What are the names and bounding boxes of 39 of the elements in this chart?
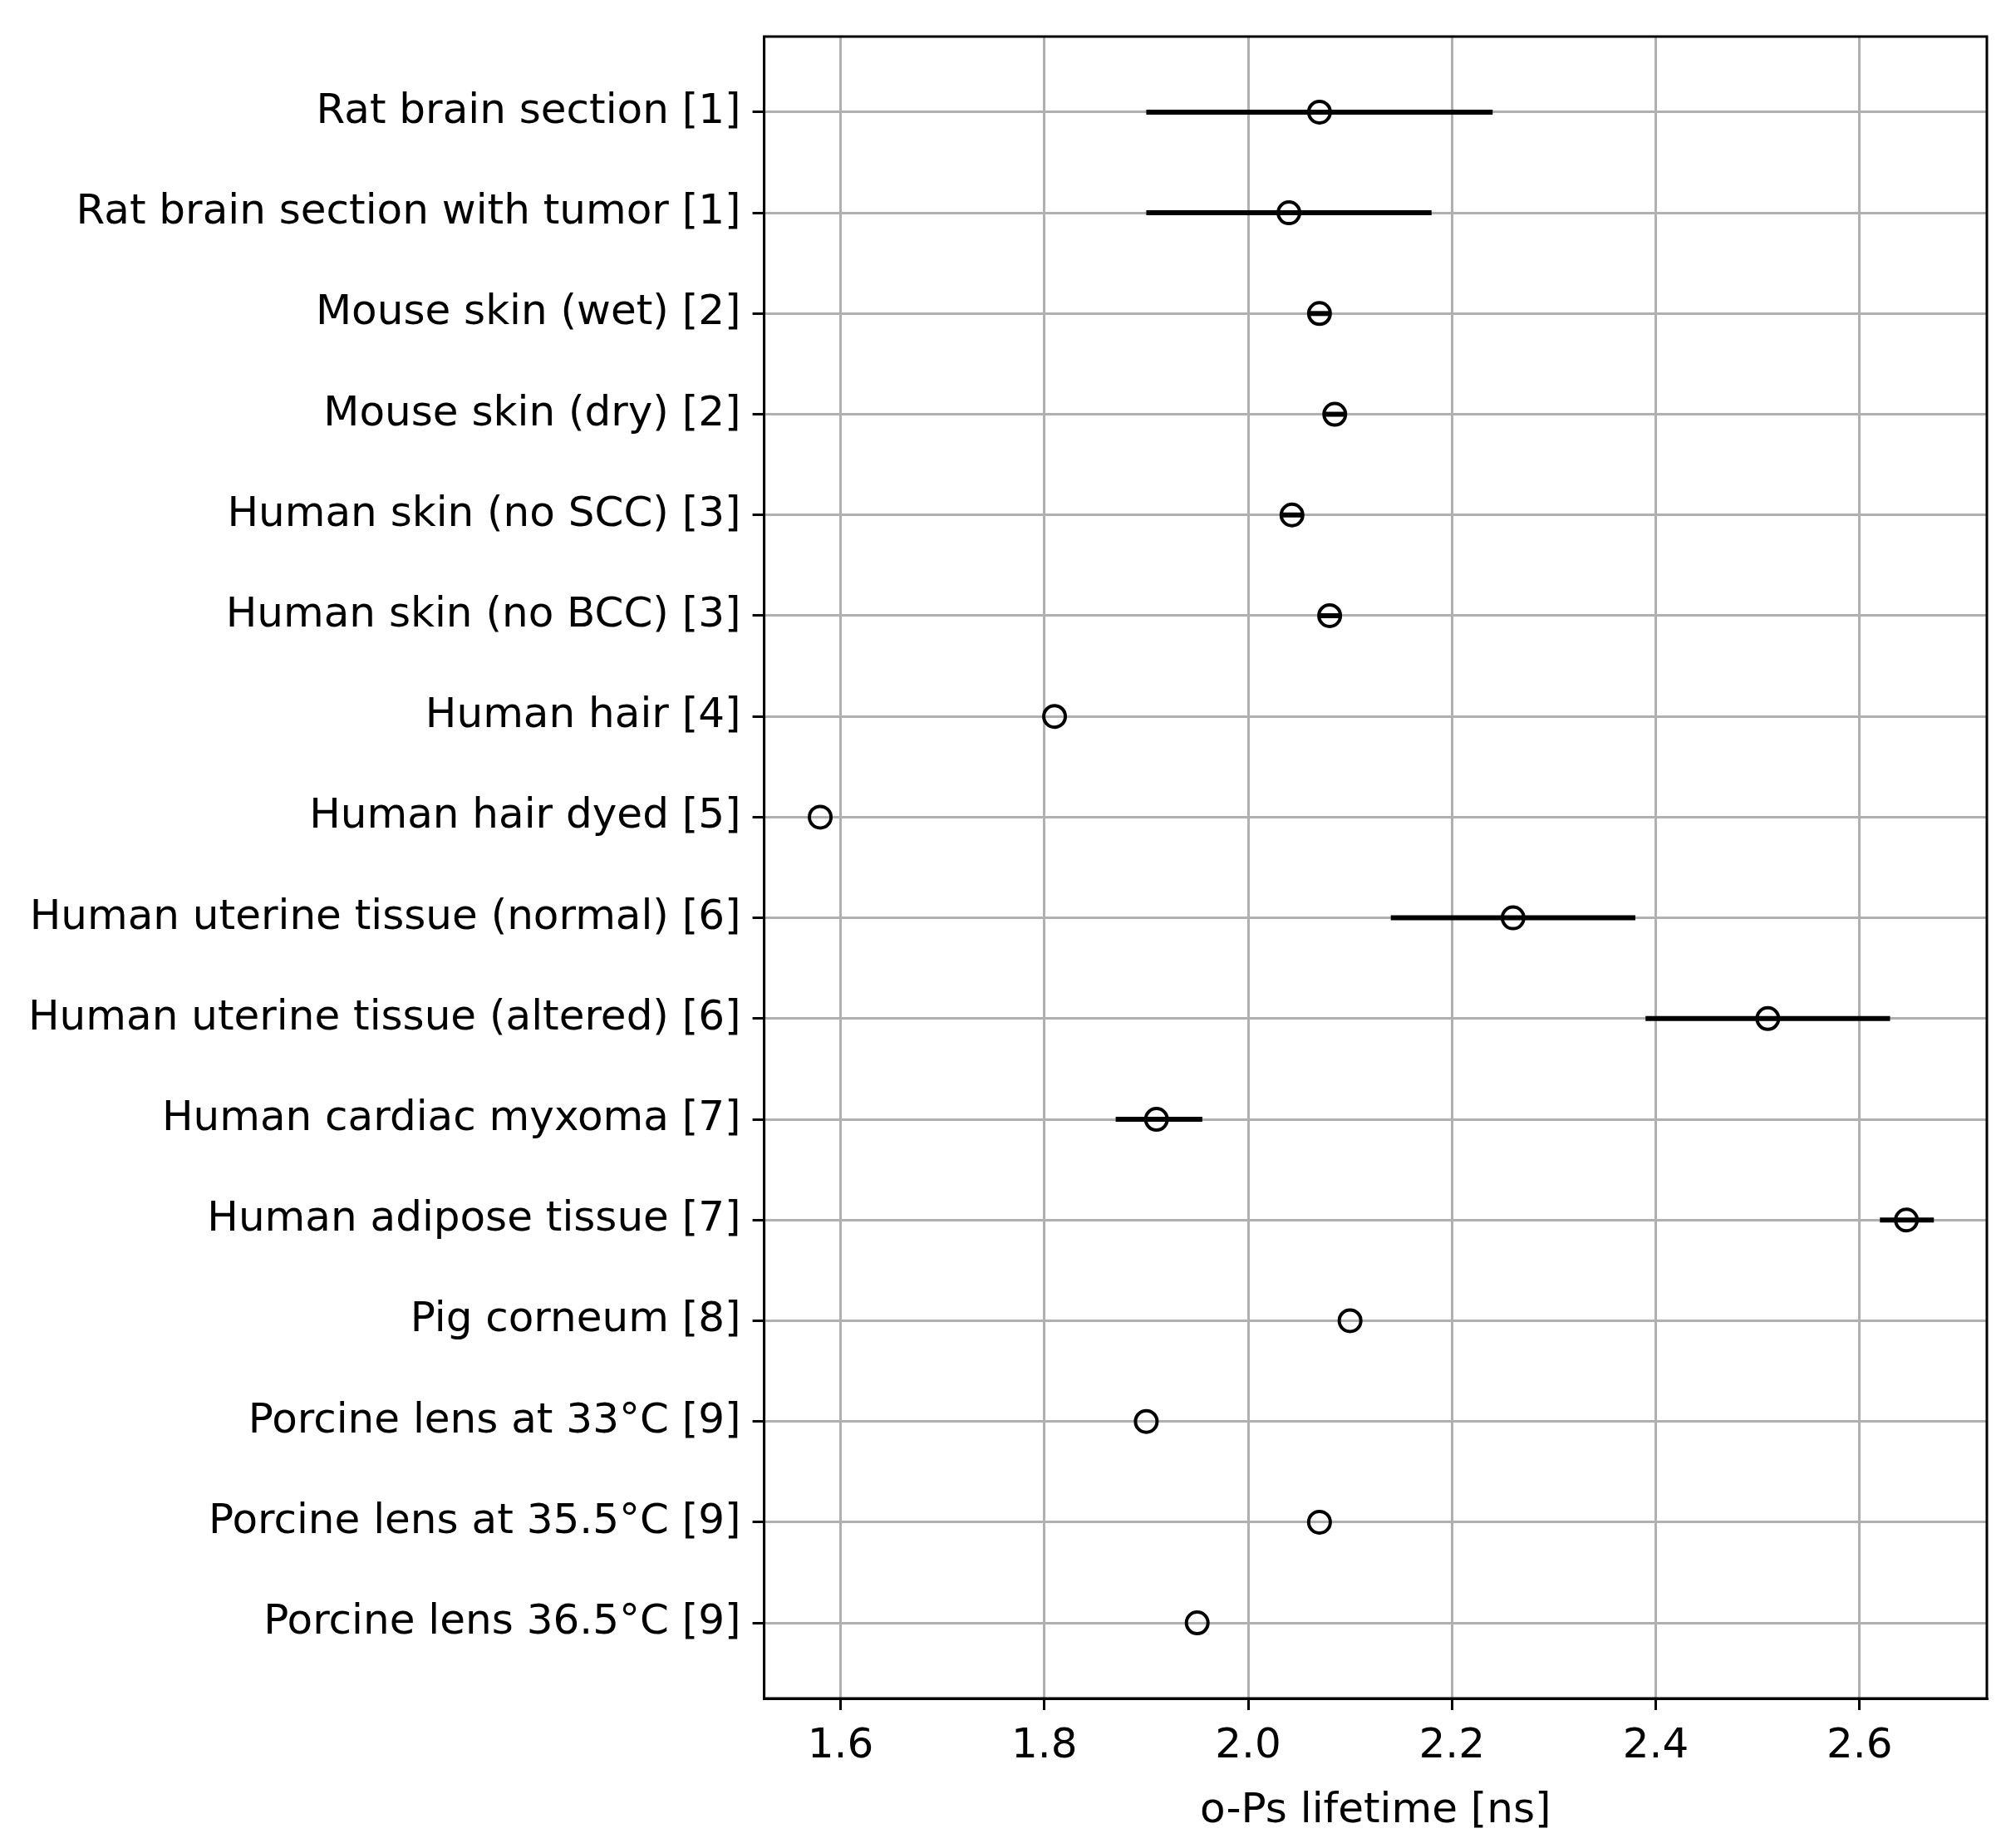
point	[1306, 1509, 1332, 1535]
y-tick-label: Pig corneum [8]	[410, 1293, 741, 1342]
y-tick-label: Human skin (no SCC) [3]	[227, 487, 741, 536]
x-tick-label: 2.2	[1418, 1718, 1486, 1767]
point	[1322, 401, 1348, 427]
point	[1337, 1308, 1363, 1334]
y-tick-label: Mouse skin (wet) [2]	[315, 286, 741, 335]
y-tick-label: Human hair [4]	[425, 689, 741, 738]
y-tick-label: Porcine lens 36.5°C [9]	[263, 1595, 741, 1644]
point	[1317, 602, 1343, 628]
point	[1306, 99, 1332, 125]
y-tick-label: Human cardiac myxoma [7]	[161, 1092, 741, 1141]
y-tick-label: Human uterine tissue (normal) [6]	[29, 890, 741, 939]
y-tick-label: Human uterine tissue (altered) [6]	[28, 990, 741, 1040]
point	[1276, 200, 1302, 226]
point	[1500, 905, 1526, 931]
point	[1042, 704, 1068, 730]
x-tick-label: 2.0	[1215, 1718, 1281, 1767]
point	[1143, 1107, 1169, 1133]
y-tick-label: Rat brain section [1]	[316, 84, 741, 133]
point	[1133, 1408, 1159, 1434]
x-tick-label: 2.4	[1622, 1718, 1689, 1767]
x-axis-title: o-Ps lifetime [ns]	[1200, 1783, 1551, 1832]
point	[1755, 1005, 1781, 1031]
y-tick-label: Rat brain section with tumor [1]	[76, 185, 741, 234]
x-tick-label: 1.6	[807, 1718, 874, 1767]
point	[1184, 1610, 1210, 1636]
y-tick-label: Human hair dyed [5]	[309, 789, 741, 838]
x-tick-label: 2.6	[1826, 1718, 1893, 1767]
y-tick-label: Porcine lens at 35.5°C [9]	[209, 1494, 741, 1543]
point	[1306, 301, 1332, 327]
x-tick-label: 1.8	[1011, 1718, 1078, 1767]
point	[1279, 502, 1305, 528]
point	[1894, 1207, 1920, 1233]
y-tick-label: Human adipose tissue [7]	[207, 1192, 741, 1241]
point	[808, 804, 833, 830]
y-tick-label: Porcine lens at 33°C [9]	[248, 1393, 741, 1443]
y-tick-label: Mouse skin (dry) [2]	[323, 386, 741, 435]
y-tick-label: Human skin (no BCC) [3]	[225, 587, 741, 636]
